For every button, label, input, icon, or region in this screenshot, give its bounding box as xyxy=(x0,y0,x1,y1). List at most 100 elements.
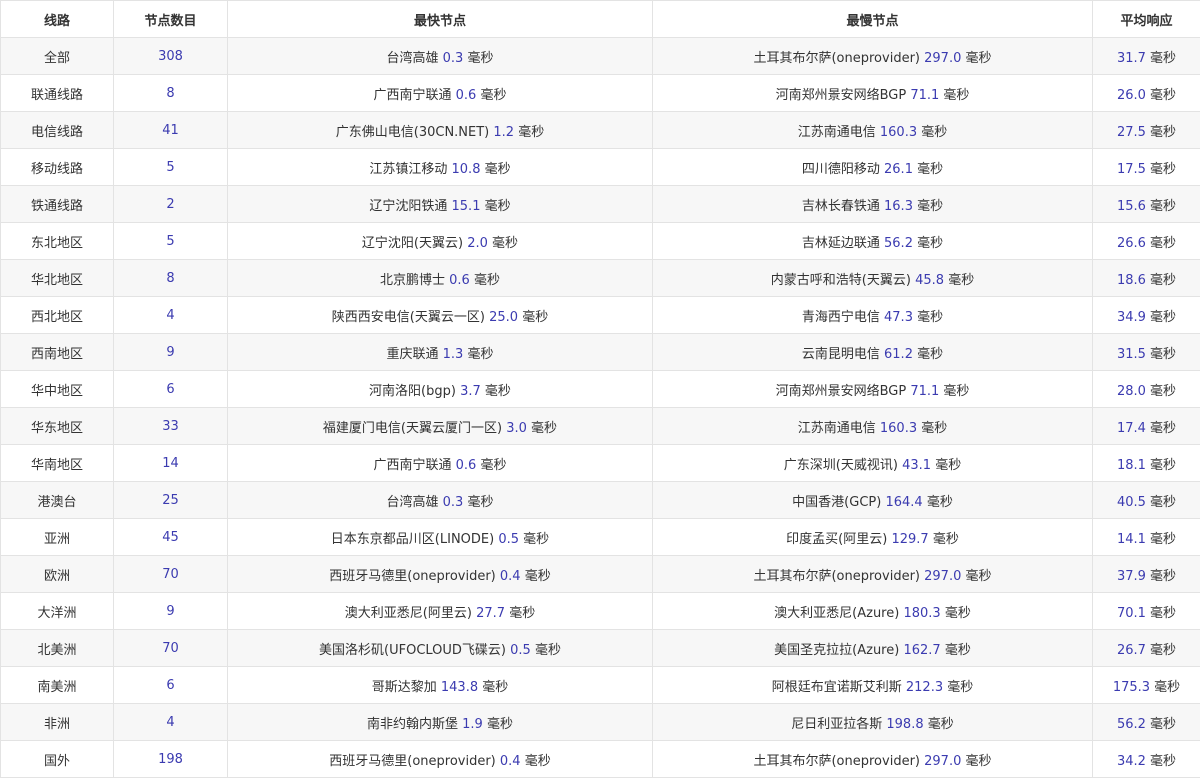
slowest-cell: 河南郑州景安网络BGP 71.1 毫秒 xyxy=(652,370,1093,408)
average-cell: 14.1 毫秒 xyxy=(1092,518,1200,556)
fastest-cell: 北京鹏博士 0.6 毫秒 xyxy=(227,259,653,297)
count-cell: 45 xyxy=(113,518,228,556)
unit: 毫秒 xyxy=(480,457,507,473)
header-row: 线路 节点数目 最快节点 最慢节点 平均响应 xyxy=(0,0,1200,38)
average-ms: 28.0 xyxy=(1116,383,1146,399)
table-row: 北美洲 70 美国洛杉矶(UFOCLOUD飞碟云) 0.5 毫秒 美国圣克拉拉(Azu… xyxy=(0,629,1200,667)
slowest-node-name: 阿根廷布宜诺斯艾利斯 xyxy=(771,679,902,695)
fastest-ms: 0.5 xyxy=(510,642,531,658)
slowest-ms: 47.3 xyxy=(884,309,913,325)
average-ms: 14.1 xyxy=(1116,531,1146,547)
fastest-ms: 0.6 xyxy=(455,87,477,103)
slowest-node-name: 内蒙古呼和浩特(天翼云) xyxy=(770,272,911,288)
slowest-ms: 180.3 xyxy=(903,605,941,621)
count-cell: 2 xyxy=(113,185,228,223)
table-row: 西北地区 4 陕西西安电信(天翼云一区) 25.0 毫秒 青海西宁电信 47.3 毫秒… xyxy=(0,296,1200,334)
average-ms: 26.6 xyxy=(1116,235,1146,251)
unit: 毫秒 xyxy=(467,346,494,362)
unit: 毫秒 xyxy=(943,87,970,103)
table-row: 华东地区 33 福建厦门电信(天翼云厦门一区) 3.0 毫秒 江苏南通电信 160.3… xyxy=(0,407,1200,445)
count-cell: 6 xyxy=(113,666,228,704)
unit: 毫秒 xyxy=(917,161,944,177)
unit: 毫秒 xyxy=(518,124,545,140)
unit: 毫秒 xyxy=(486,716,513,732)
slowest-node-name: 四川德阳移动 xyxy=(801,161,880,177)
fastest-ms: 0.6 xyxy=(449,272,470,288)
fastest-node-name: 西班牙马德里(oneprovider) xyxy=(329,753,496,769)
table-row: 华北地区 8 北京鹏博士 0.6 毫秒 内蒙古呼和浩特(天翼云) 45.8 毫秒 18.… xyxy=(0,259,1200,297)
table-row: 移动线路 5 江苏镇江移动 10.8 毫秒 四川德阳移动 26.1 毫秒 17.5 毫秒 xyxy=(0,148,1200,186)
fastest-ms: 0.5 xyxy=(498,531,520,547)
slowest-ms: 56.2 xyxy=(884,235,913,251)
fastest-node-name: 台湾高雄 xyxy=(386,50,439,66)
slowest-node-name: 印度孟买(阿里云) xyxy=(786,531,888,547)
unit: 毫秒 xyxy=(484,198,511,214)
unit: 毫秒 xyxy=(927,716,954,732)
table-row: 国外 198 西班牙马德里(oneprovider) 0.4 毫秒 土耳其布尔萨(on… xyxy=(0,740,1200,778)
fastest-ms: 27.7 xyxy=(476,605,506,621)
average-cell: 17.4 毫秒 xyxy=(1092,407,1200,445)
average-cell: 56.2 毫秒 xyxy=(1092,703,1200,741)
count-cell: 9 xyxy=(113,592,228,630)
slowest-ms: 61.2 xyxy=(884,346,913,362)
fastest-ms: 10.8 xyxy=(451,161,481,177)
fastest-node-name: 日本东京都品川区(LINODE) xyxy=(330,531,495,547)
node-count: 6 xyxy=(166,381,175,397)
slowest-cell: 美国圣克拉拉(Azure) 162.7 毫秒 xyxy=(652,629,1093,667)
slowest-cell: 中国香港(GCP) 164.4 毫秒 xyxy=(652,481,1093,519)
slowest-node-name: 土耳其布尔萨(oneprovider) xyxy=(753,568,920,584)
slowest-cell: 尼日利亚拉各斯 198.8 毫秒 xyxy=(652,703,1093,741)
average-ms: 18.1 xyxy=(1116,457,1146,473)
unit: 毫秒 xyxy=(1150,420,1177,436)
fastest-cell: 哥斯达黎加 143.8 毫秒 xyxy=(227,666,653,704)
fastest-node-name: 广东佛山电信(30CN.NET) xyxy=(335,124,490,140)
unit: 毫秒 xyxy=(1150,272,1177,288)
fastest-cell: 河南洛阳(bgp) 3.7 毫秒 xyxy=(227,370,653,408)
slowest-ms: 26.1 xyxy=(884,161,913,177)
average-ms: 37.9 xyxy=(1116,568,1146,584)
count-cell: 6 xyxy=(113,370,228,408)
average-ms: 56.2 xyxy=(1116,716,1146,732)
slowest-ms: 212.3 xyxy=(905,679,944,695)
slowest-node-name: 广东深圳(天威视讯) xyxy=(783,457,898,473)
slowest-cell: 四川德阳移动 26.1 毫秒 xyxy=(652,148,1093,186)
unit: 毫秒 xyxy=(917,198,944,214)
fastest-node-name: 福建厦门电信(天翼云厦门一区) xyxy=(322,420,503,436)
node-count: 41 xyxy=(162,122,179,138)
average-ms: 26.0 xyxy=(1116,87,1146,103)
count-cell: 70 xyxy=(113,555,228,593)
slowest-cell: 河南郑州景安网络BGP 71.1 毫秒 xyxy=(652,74,1093,112)
count-cell: 308 xyxy=(113,37,228,75)
fastest-node-name: 江苏镇江移动 xyxy=(369,161,448,177)
slowest-node-name: 中国香港(GCP) xyxy=(792,494,882,510)
unit: 毫秒 xyxy=(1150,531,1177,547)
line-cell: 东北地区 xyxy=(0,222,114,260)
node-count: 45 xyxy=(162,529,179,545)
slowest-ms: 160.3 xyxy=(879,124,918,140)
unit: 毫秒 xyxy=(1150,124,1177,140)
line-cell: 华东地区 xyxy=(0,407,114,445)
fastest-cell: 台湾高雄 0.3 毫秒 xyxy=(227,481,653,519)
unit: 毫秒 xyxy=(1150,605,1177,621)
table-row: 大洋洲 9 澳大利亚悉尼(阿里云) 27.7 毫秒 澳大利亚悉尼(Azure) 180… xyxy=(0,592,1200,630)
unit: 毫秒 xyxy=(509,605,536,621)
average-ms: 15.6 xyxy=(1116,198,1146,214)
count-cell: 14 xyxy=(113,444,228,482)
slowest-node-name: 青海西宁电信 xyxy=(801,309,880,325)
slowest-node-name: 尼日利亚拉各斯 xyxy=(791,716,883,732)
table-row: 亚洲 45 日本东京都品川区(LINODE) 0.5 毫秒 印度孟买(阿里云) 129… xyxy=(0,518,1200,556)
fastest-ms: 1.3 xyxy=(442,346,464,362)
slowest-ms: 129.7 xyxy=(891,531,929,547)
fastest-cell: 日本东京都品川区(LINODE) 0.5 毫秒 xyxy=(227,518,653,556)
fastest-cell: 西班牙马德里(oneprovider) 0.4 毫秒 xyxy=(227,555,653,593)
count-cell: 41 xyxy=(113,111,228,149)
unit: 毫秒 xyxy=(467,50,494,66)
fastest-ms: 25.0 xyxy=(489,309,519,325)
unit: 毫秒 xyxy=(531,420,558,436)
header-line: 线路 xyxy=(0,0,114,38)
fastest-node-name: 南非约翰内斯堡 xyxy=(367,716,459,732)
average-cell: 37.9 毫秒 xyxy=(1092,555,1200,593)
average-ms: 17.5 xyxy=(1116,161,1146,177)
node-count: 8 xyxy=(166,85,175,101)
